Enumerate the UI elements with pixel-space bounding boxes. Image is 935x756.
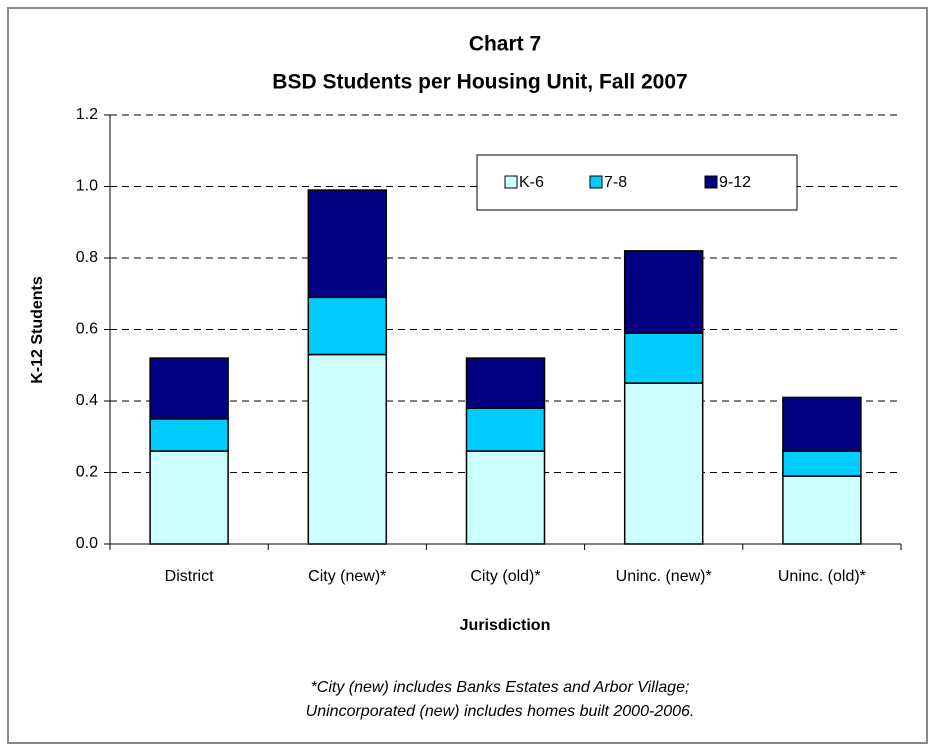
chart-title: BSD Students per Housing Unit, Fall 2007 — [272, 71, 687, 94]
bar-segment — [623, 382, 704, 545]
y-tick-label: 0.8 — [76, 249, 98, 266]
legend-label: 7-8 — [604, 174, 627, 191]
bar-segment — [465, 450, 546, 545]
footnote: *City (new) includes Banks Estates and A… — [311, 679, 690, 696]
legend-swatch — [504, 175, 518, 189]
bar-segment — [307, 296, 388, 356]
legend-box — [476, 154, 798, 211]
bar-segment — [149, 450, 229, 545]
bar-segment — [465, 357, 546, 409]
x-axis-title: Jurisdiction — [460, 617, 551, 634]
bar-segment — [307, 189, 388, 299]
y-tick-label: 1.0 — [76, 178, 98, 195]
legend-swatch — [589, 175, 603, 189]
x-tick-label: District — [165, 568, 214, 585]
bar-segment — [782, 475, 862, 545]
legend-label: K-6 — [519, 174, 544, 191]
bar-segment — [149, 418, 229, 452]
x-tick-label: Uninc. (old)* — [778, 568, 866, 585]
y-tick-label: 1.2 — [76, 106, 98, 123]
y-tick-label: 0.0 — [76, 535, 98, 552]
y-tick-label: 0.2 — [76, 464, 98, 481]
bar-segment — [307, 353, 388, 545]
chart-title: Chart 7 — [469, 33, 541, 56]
y-tick-label: 0.4 — [76, 392, 98, 409]
x-tick-label: City (old)* — [470, 568, 540, 585]
footnote: Unincorporated (new) includes homes buil… — [306, 703, 695, 720]
bar-segment — [782, 396, 862, 452]
legend-swatch — [704, 175, 718, 189]
y-axis-title: K-12 Students — [29, 276, 46, 384]
x-tick-label: Uninc. (new)* — [616, 568, 712, 585]
x-tick-label: City (new)* — [308, 568, 386, 585]
bar-segment — [149, 357, 229, 420]
y-tick-label: 0.6 — [76, 321, 98, 338]
bar-segment — [623, 332, 704, 384]
bar-segment — [782, 450, 862, 477]
legend-label: 9-12 — [719, 174, 751, 191]
bar-segment — [623, 250, 704, 334]
bar-segment — [465, 407, 546, 452]
